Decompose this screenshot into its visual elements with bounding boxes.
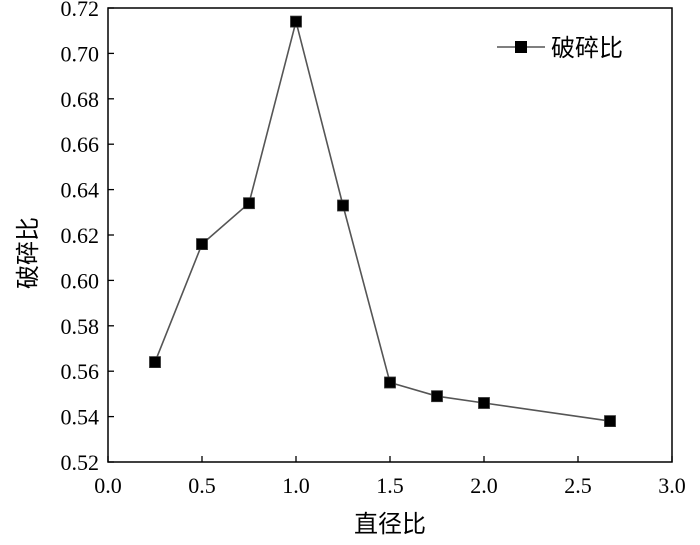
y-tick-label: 0.72: [61, 0, 100, 21]
y-tick-label: 0.70: [61, 41, 100, 66]
legend-label: 破碎比: [551, 34, 623, 62]
y-tick-label: 0.68: [61, 87, 100, 112]
data-point: [243, 197, 255, 210]
y-tick-label: 0.54: [61, 405, 100, 430]
x-tick-label: 1.0: [282, 473, 310, 498]
y-tick-label: 0.60: [61, 268, 100, 293]
x-axis-title: 直径比: [354, 510, 426, 538]
data-point: [478, 397, 490, 409]
series-markers: [149, 15, 616, 428]
y-axis-title: 破碎比: [14, 217, 42, 289]
x-axis: 0.0 0.5 1.0 1.5 2.0 2.5 3.0: [94, 456, 686, 498]
x-tick-label: 0.0: [94, 473, 122, 498]
legend: 破碎比: [497, 34, 623, 62]
legend-marker: [515, 41, 527, 53]
data-point: [149, 356, 161, 369]
y-tick-label: 0.66: [61, 132, 100, 157]
data-point: [384, 376, 396, 389]
data-point: [196, 238, 208, 251]
x-tick-label: 0.5: [188, 473, 216, 498]
y-tick-label: 0.52: [61, 450, 100, 475]
plot-frame: [107, 7, 673, 463]
data-point: [431, 390, 443, 403]
x-tick-label: 2.5: [564, 473, 592, 498]
y-tick-label: 0.62: [61, 223, 100, 248]
y-axis: 0.52 0.54 0.56 0.58 0.60 0.62 0.64 0.66 0.68 0.70…: [61, 0, 114, 475]
y-tick-label: 0.56: [61, 359, 100, 384]
y-tick-label: 0.64: [61, 178, 100, 203]
y-tick-label: 0.58: [61, 314, 100, 339]
series-line: [154, 21, 611, 422]
x-tick-label: 3.0: [658, 473, 686, 498]
x-tick-label: 2.0: [470, 473, 498, 498]
data-point: [604, 415, 616, 428]
data-point: [290, 15, 302, 28]
data-point: [337, 199, 349, 212]
x-tick-label: 1.5: [376, 473, 404, 498]
